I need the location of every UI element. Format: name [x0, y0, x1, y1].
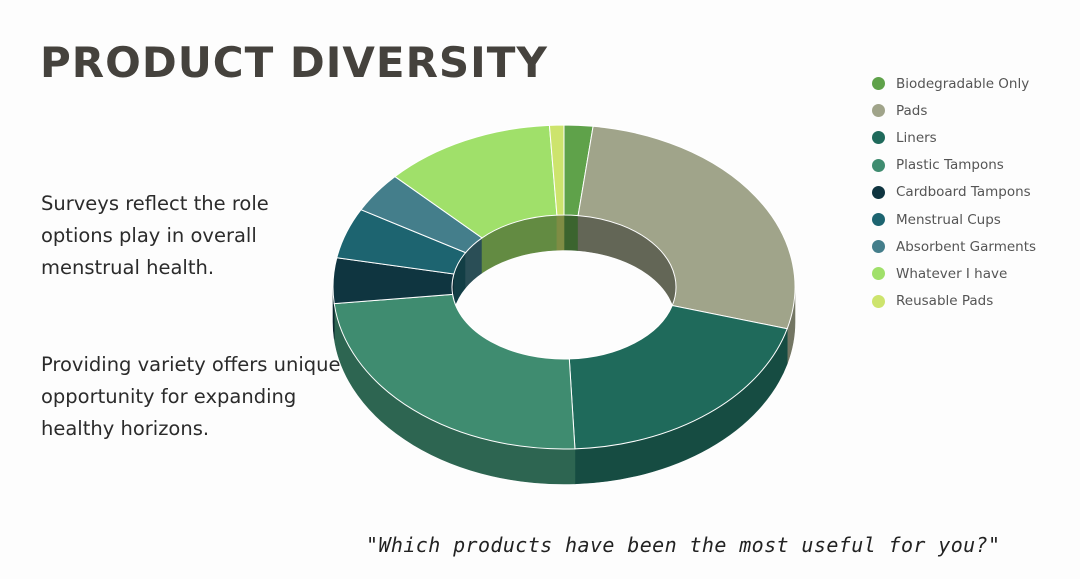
- legend-item: Cardboard Tampons: [872, 179, 1072, 206]
- legend-swatch: [872, 104, 885, 118]
- legend-label: Menstrual Cups: [896, 211, 1001, 228]
- donut-chart: [332, 124, 796, 485]
- legend-item: Menstrual Cups: [872, 206, 1072, 233]
- donut-top: [332, 124, 796, 450]
- legend-swatch: [872, 294, 885, 308]
- legend-swatch: [872, 185, 885, 199]
- legend-swatch: [872, 240, 885, 254]
- donut-slice: [333, 293, 576, 450]
- donut-slice: [548, 124, 565, 216]
- legend-item: Whatever I have: [872, 260, 1072, 287]
- legend-item: Reusable Pads: [872, 288, 1072, 315]
- legend-swatch: [872, 131, 885, 145]
- legend-label: Reusable Pads: [896, 293, 994, 310]
- legend-item: Biodegradable Only: [872, 70, 1072, 97]
- survey-question: "Which products have been the most usefu…: [366, 533, 1001, 557]
- legend-label: Liners: [896, 129, 937, 146]
- legend-swatch: [872, 267, 885, 281]
- donut-slice-inner: [563, 214, 579, 251]
- legend-label: Absorbent Garments: [896, 238, 1037, 255]
- legend-label: Pads: [896, 102, 928, 119]
- intro-paragraph: Surveys reflect the role options play in…: [41, 192, 269, 279]
- legend-item: Liners: [872, 124, 1072, 151]
- legend-label: Plastic Tampons: [896, 157, 1004, 174]
- legend-item: Absorbent Garments: [872, 233, 1072, 260]
- legend-label: Biodegradable Only: [896, 75, 1030, 92]
- chart-legend: Biodegradable Only Pads Liners Plastic Tamp…: [872, 70, 1072, 315]
- legend-label: Cardboard Tampons: [896, 184, 1031, 201]
- legend-swatch: [872, 77, 885, 91]
- legend-swatch: [872, 158, 885, 172]
- donut-slice: [568, 304, 788, 450]
- donut-slice-inner: [556, 214, 565, 251]
- legend-item: Plastic Tampons: [872, 152, 1072, 179]
- donut-slice: [577, 125, 796, 330]
- legend-label: Whatever I have: [896, 265, 1008, 282]
- legend-item: Pads: [872, 97, 1072, 124]
- variety-paragraph: Providing variety offers unique opportun…: [41, 353, 341, 440]
- legend-swatch: [872, 213, 885, 227]
- page-title: PRODUCT DIVERSITY: [40, 38, 548, 87]
